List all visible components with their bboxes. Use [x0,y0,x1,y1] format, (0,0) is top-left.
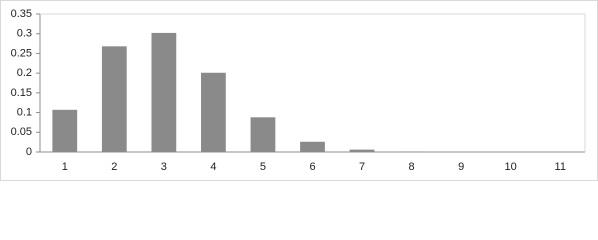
y-tick-label: 0.05 [11,126,32,138]
x-tick-label: 4 [210,161,216,173]
chart-frame [0,0,598,181]
x-tick-label: 7 [359,161,365,173]
y-tick-label: 0.15 [11,87,32,99]
bar [201,72,226,152]
x-tick-label: 2 [111,161,117,173]
bar [349,149,375,152]
x-tick-label: 10 [505,161,517,173]
y-tick-label: 0.3 [17,28,32,40]
bar [300,141,325,152]
bar [151,32,177,152]
y-tick-label: 0.35 [11,8,32,20]
x-tick-label: 8 [409,161,415,173]
x-tick-label: 9 [458,161,464,173]
bar [52,109,78,152]
x-tick-label: 3 [161,161,167,173]
bar [101,46,127,152]
x-tick-label: 11 [555,161,566,173]
x-tick-label: 6 [309,161,315,173]
y-tick-label: 0.25 [11,47,32,59]
x-tick-label: 5 [260,161,266,173]
y-tick-label: 0 [26,146,32,158]
bar [250,117,276,152]
y-tick-label: 0.2 [17,67,32,79]
chart: 0 0.05 0.1 0.15 0.2 0.25 0.3 0.35 1 2 3 4 5 6 7 8 9 10 11 [0,0,598,181]
x-tick-label: 1 [62,161,68,173]
y-tick-label: 0.1 [17,106,32,118]
